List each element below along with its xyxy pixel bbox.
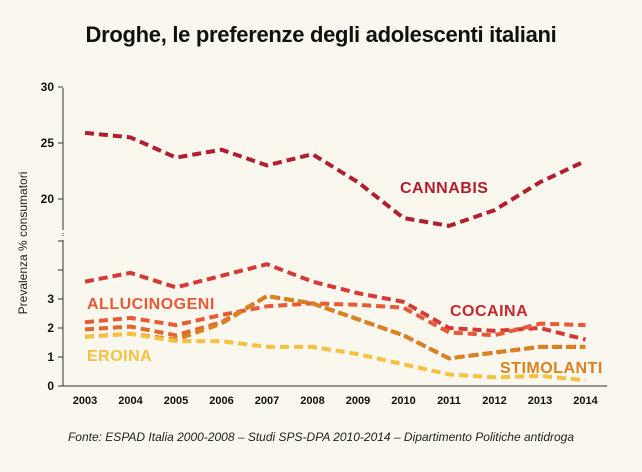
source-note: Fonte: ESPAD Italia 2000-2008 – Studi SP… bbox=[67, 430, 575, 444]
series-lines bbox=[84, 130, 587, 383]
series-line-6 bbox=[84, 331, 586, 383]
axes: 0 1 2 3 20 25 30 Prevalenza % consumatori 2003 20… bbox=[16, 80, 607, 407]
series-label: STIMOLANTI bbox=[500, 360, 603, 377]
series-label: ALLUCINOGENI bbox=[87, 296, 215, 313]
series-label: COCAINA bbox=[450, 303, 528, 320]
x-tick-label: 2004 bbox=[118, 395, 143, 407]
y-tick-label: 20 bbox=[41, 192, 55, 206]
y-tick-label: 0 bbox=[47, 379, 54, 393]
y-tick-label: 25 bbox=[41, 136, 55, 150]
y-tick-label: 30 bbox=[41, 80, 55, 94]
x-tick-label: 2012 bbox=[482, 395, 506, 407]
series-line-1 bbox=[84, 130, 587, 228]
y-tick-label: 2 bbox=[47, 321, 54, 335]
x-tick-label: 2009 bbox=[346, 395, 370, 407]
y-tick-label: 1 bbox=[47, 350, 54, 364]
series-labels: CANNABIS COCAINA ALLUCINOGENI STIMOLANTI ERO… bbox=[87, 180, 603, 377]
chart-title: Droghe, le preferenze degli adolescenti … bbox=[85, 22, 557, 47]
x-tick-label: 2013 bbox=[528, 395, 552, 407]
series-label: CANNABIS bbox=[400, 180, 488, 197]
x-tick-label: 2007 bbox=[255, 395, 279, 407]
x-tick-label: 2010 bbox=[391, 395, 415, 407]
series-line-2 bbox=[84, 262, 586, 342]
x-tick-label: 2014 bbox=[573, 395, 598, 407]
series-line-3 bbox=[84, 301, 586, 338]
y-axis-label: Prevalenza % consumatori bbox=[16, 172, 30, 315]
series-label: EROINA bbox=[87, 348, 152, 365]
x-tick-label: 2008 bbox=[300, 395, 324, 407]
x-tick-label: 2006 bbox=[209, 395, 233, 407]
x-tick-label: 2011 bbox=[437, 395, 461, 407]
y-tick-label: 3 bbox=[47, 292, 54, 306]
x-tick-label: 2003 bbox=[73, 395, 97, 407]
series-line-5 bbox=[84, 294, 586, 361]
x-tick-label: 2005 bbox=[164, 395, 188, 407]
